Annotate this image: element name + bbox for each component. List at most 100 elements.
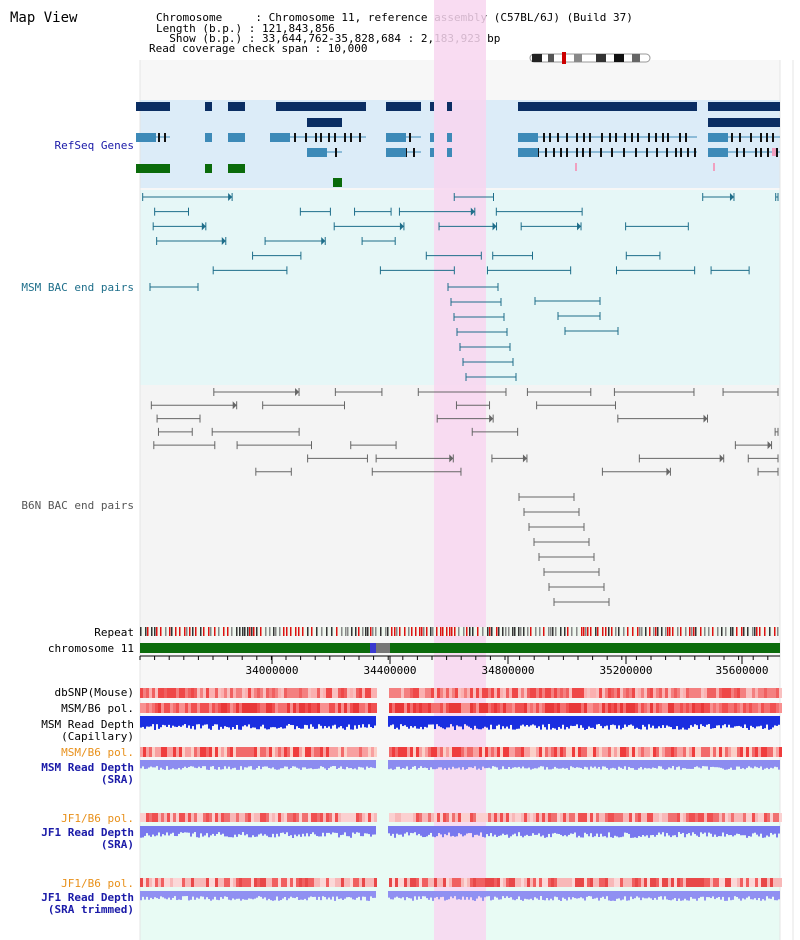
repeat-mark	[691, 627, 693, 636]
depth-bar	[488, 891, 490, 897]
heat-cell	[281, 747, 284, 757]
heat-cell	[734, 747, 737, 757]
depth-bar	[266, 891, 268, 901]
depth-bar	[602, 891, 604, 897]
refseq-track[interactable]	[136, 102, 780, 187]
depth-bar	[570, 716, 572, 726]
depth-bar	[524, 891, 526, 899]
gene-exon	[576, 148, 578, 157]
heat-cell	[569, 688, 572, 698]
heat-cell	[707, 813, 710, 822]
track-label-b6n-bac[interactable]: B6N BAC end pairs	[21, 499, 134, 512]
depth-bar	[700, 826, 702, 833]
depth-bar	[176, 716, 178, 728]
track-label-msm-bac[interactable]: MSM BAC end pairs	[21, 281, 134, 294]
axis-tick-label: 35200000	[600, 664, 653, 677]
depth-bar	[284, 891, 286, 897]
track-label-refseq[interactable]: RefSeq Genes	[54, 139, 134, 152]
gene-block	[307, 118, 342, 127]
heat-cell	[593, 688, 596, 698]
depth-bar	[174, 826, 176, 837]
highlight-region	[434, 0, 486, 940]
msm-bac-track[interactable]	[142, 193, 779, 381]
heat-cell	[320, 747, 323, 757]
depth-bar	[204, 760, 206, 767]
heat-cell	[599, 703, 602, 713]
depth-bar	[498, 826, 500, 836]
depth-bar	[426, 760, 428, 769]
depth-bar	[170, 891, 172, 900]
depth-bar	[440, 760, 442, 768]
heat-cell	[647, 878, 650, 887]
depth-bar	[568, 716, 570, 729]
repeat-mark	[602, 627, 604, 636]
heat-cell	[374, 878, 377, 887]
depth-bar	[622, 826, 624, 837]
heat-cell	[479, 878, 482, 887]
track-label-msm-b6-pol: MSM/B6 pol.	[61, 702, 134, 715]
depth-bar	[264, 716, 266, 729]
depth-bar	[754, 826, 756, 833]
depth-bar	[172, 760, 174, 769]
depth-bar	[706, 760, 708, 767]
depth-bar	[602, 760, 604, 767]
depth-bar	[658, 760, 660, 767]
depth-bar	[492, 760, 494, 767]
depth-bar	[306, 826, 308, 834]
heat-cell	[683, 747, 686, 757]
depth-bar	[550, 891, 552, 899]
depth-bar	[708, 760, 710, 770]
depth-bar	[626, 716, 628, 727]
depth-bar	[670, 760, 672, 769]
depth-bar	[688, 760, 690, 769]
depth-bar	[252, 891, 254, 900]
depth-bar	[466, 826, 468, 834]
depth-bar	[482, 891, 484, 901]
heat-cell	[485, 703, 488, 713]
depth-bar	[390, 760, 392, 769]
depth-bar	[672, 891, 674, 900]
heat-cell	[527, 747, 530, 757]
depth-bar	[776, 826, 778, 838]
depth-bar	[688, 716, 690, 729]
depth-bar	[758, 891, 760, 899]
depth-bar	[268, 891, 270, 899]
repeat-mark	[458, 627, 460, 636]
depth-bar	[298, 826, 300, 835]
heat-cell	[275, 813, 278, 822]
heat-cell	[548, 878, 551, 887]
depth-bar	[182, 716, 184, 726]
depth-bar	[146, 760, 148, 769]
heat-cell	[206, 747, 209, 757]
depth-bar	[308, 891, 310, 898]
depth-bar	[540, 891, 542, 897]
depth-bar	[450, 760, 452, 770]
heat-cell	[317, 878, 320, 887]
repeat-mark	[502, 627, 504, 636]
depth-bar	[196, 826, 198, 838]
depth-bar	[624, 826, 626, 833]
depth-bar	[764, 826, 766, 838]
heat-cell	[404, 688, 407, 698]
heat-cell	[221, 878, 224, 887]
bac-arrow	[767, 441, 772, 450]
heat-cell	[308, 703, 311, 713]
b6n-bac-track[interactable]	[150, 388, 779, 606]
depth-bar	[520, 891, 522, 900]
depth-bar	[664, 826, 666, 837]
heat-cell	[746, 813, 749, 822]
depth-bar	[388, 716, 390, 727]
heat-cell	[182, 688, 185, 698]
repeat-mark	[567, 627, 569, 636]
depth-bar	[422, 760, 424, 768]
heat-cell	[500, 747, 503, 757]
heat-cell	[320, 813, 323, 822]
depth-bar	[398, 891, 400, 898]
heat-cell	[674, 813, 677, 822]
depth-bar	[292, 716, 294, 726]
depth-bar	[588, 826, 590, 837]
depth-bar	[182, 891, 184, 897]
depth-bar	[598, 716, 600, 725]
heat-cell	[470, 747, 473, 757]
